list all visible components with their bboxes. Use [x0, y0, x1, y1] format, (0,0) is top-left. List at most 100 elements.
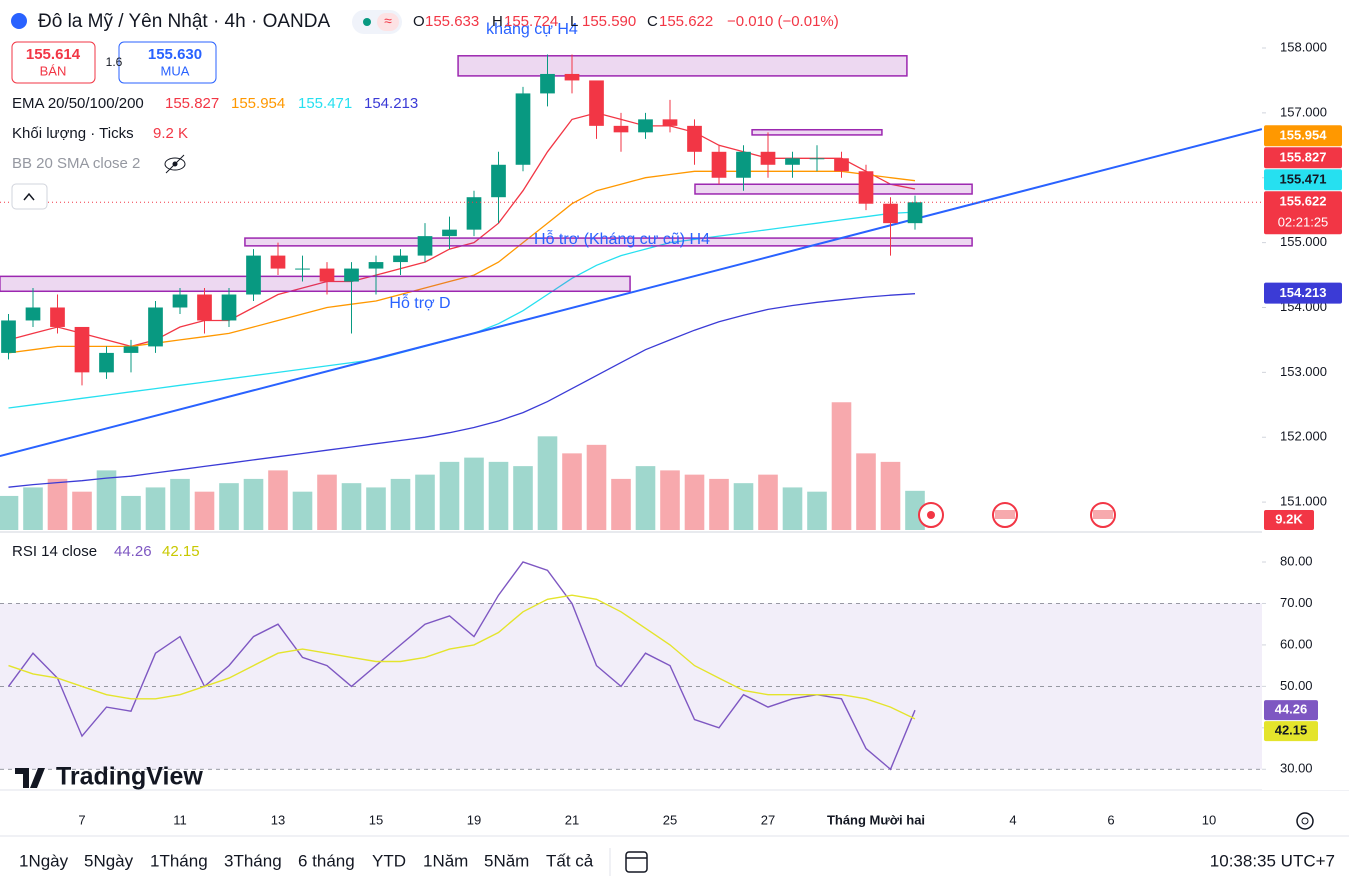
header: ≈: [11, 10, 402, 210]
trend-line[interactable]: [0, 128, 1262, 458]
volume-bar: [635, 466, 656, 530]
ohlc-label: O: [413, 13, 425, 30]
x-tick-label: 27: [761, 812, 775, 827]
candle-body: [417, 236, 433, 256]
settings-icon[interactable]: [1296, 812, 1314, 830]
hidden-eye-icon[interactable]: [164, 154, 186, 174]
ohlc-label: H: [492, 13, 503, 30]
rsi-badge-label: 44.26: [1275, 702, 1308, 717]
volume-bar: [660, 470, 680, 530]
ohlc-label: L: [570, 13, 578, 30]
candle-body: [123, 346, 139, 353]
range-button[interactable]: 6 tháng: [298, 851, 355, 870]
candle-body: [662, 119, 678, 126]
ohlc-value: 155.590: [582, 13, 636, 30]
candle-body: [99, 352, 114, 373]
range-button[interactable]: 1Năm: [423, 851, 468, 870]
price-badge-label: 155.622: [1280, 194, 1327, 209]
candle-body: [25, 307, 41, 321]
range-button[interactable]: Tất cả: [546, 851, 594, 870]
candle-body: [74, 326, 90, 373]
buy-label: MUA: [161, 63, 190, 78]
candle-body: [540, 73, 555, 94]
spread: 1.6: [106, 55, 123, 69]
zone-box[interactable]: [457, 55, 908, 77]
volume-bar: [611, 478, 631, 530]
volume-bar: [880, 461, 901, 530]
volume-bar: [782, 487, 803, 530]
plot-area: kháng cự H4 Hỗ trợ (Kháng cự cũ) H4 Hỗ trợ…: [0, 21, 1262, 771]
candle-body: [197, 294, 212, 321]
price-badge: [1264, 191, 1342, 235]
volume-bar: [562, 453, 582, 530]
volume-bar: [268, 470, 288, 530]
volume-badge: [1264, 510, 1314, 530]
range-button[interactable]: 3Tháng: [224, 851, 282, 870]
volume-bar: [856, 453, 876, 530]
x-tick-label: 11: [173, 812, 187, 827]
range-button[interactable]: YTD: [372, 851, 406, 870]
volume-bar: [831, 402, 852, 530]
volume-bar: [733, 483, 754, 530]
zone-box[interactable]: [751, 128, 883, 136]
y-tick-label: 153.000: [1280, 364, 1327, 379]
delay-icon: [377, 13, 399, 31]
volume-bar: [758, 474, 778, 530]
ohlc-value: 155.724: [504, 13, 558, 30]
range-button[interactable]: 1Tháng: [150, 851, 208, 870]
sell-button[interactable]: [11, 41, 96, 84]
collapse-legend[interactable]: [11, 183, 48, 210]
candle-body: [50, 307, 65, 327]
volume-bar: [488, 461, 509, 530]
event-icons[interactable]: [918, 502, 1116, 528]
volume-badge-label: 9.2K: [1275, 511, 1303, 526]
rsi-legend-value: 42.15: [162, 543, 200, 560]
range-button[interactable]: 5Ngày: [84, 851, 134, 870]
volume-bar: [194, 491, 215, 530]
x-tick-label: 21: [565, 812, 579, 827]
brand-logo: TradingView: [56, 763, 203, 791]
candle-body: [466, 197, 482, 230]
x-tick-label: 4: [1009, 812, 1016, 827]
candle-body: [1, 320, 16, 353]
symbol-title: Đô la Mỹ / Yên Nhật · 4h · OANDA: [38, 11, 330, 32]
candle-body: [834, 158, 849, 172]
price-badge-label: 155.954: [1280, 128, 1328, 143]
candle-body: [736, 151, 751, 178]
volume-bar: [439, 461, 460, 530]
calendar-icon[interactable]: [625, 851, 648, 873]
candle-body: [491, 164, 506, 198]
volume-legend-label: Khối lượng · Ticks: [12, 125, 134, 142]
volume-bar: [243, 478, 264, 530]
zone-box[interactable]: [244, 237, 973, 247]
bb-legend-label: BB 20 SMA close 2: [12, 155, 140, 172]
x-tick-label: Tháng Mười hai: [827, 812, 925, 827]
candle-body: [172, 294, 188, 308]
buy-price: 155.630: [148, 46, 202, 63]
price-badge-label: 155.471: [1280, 172, 1327, 187]
x-tick-label: 15: [369, 812, 383, 827]
zone-box[interactable]: [694, 183, 973, 195]
volume-bar: [415, 474, 435, 530]
candle-body: [760, 151, 776, 165]
y-tick-label: 30.00: [1280, 761, 1313, 776]
candle-body: [148, 307, 163, 347]
zone-box[interactable]: [0, 275, 631, 293]
candle-body: [858, 171, 874, 204]
buy-button[interactable]: [118, 41, 217, 84]
rsi-line: [7, 561, 916, 771]
x-tick-label: 13: [271, 812, 285, 827]
volume-bar: [47, 478, 68, 530]
volume-bar: [317, 474, 337, 530]
range-button[interactable]: 1Ngày: [19, 851, 69, 870]
countdown-label: 02:21:25: [1278, 215, 1329, 230]
y-tick-label: 157.000: [1280, 104, 1327, 119]
ema-legend-value: 155.827: [165, 95, 219, 112]
candle-body: [246, 255, 261, 295]
candle-body: [809, 158, 825, 160]
price-badge: [1264, 169, 1342, 191]
range-button[interactable]: 5Năm: [484, 851, 529, 870]
volume-bar: [537, 436, 558, 530]
